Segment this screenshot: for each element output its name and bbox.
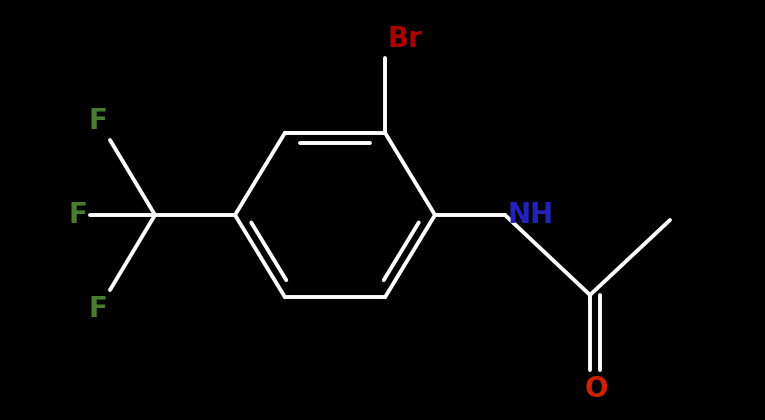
Text: F: F — [88, 295, 107, 323]
Text: O: O — [585, 375, 608, 403]
Text: Br: Br — [388, 25, 423, 53]
Text: F: F — [68, 201, 87, 229]
Text: F: F — [88, 107, 107, 135]
Text: NH: NH — [508, 201, 555, 229]
